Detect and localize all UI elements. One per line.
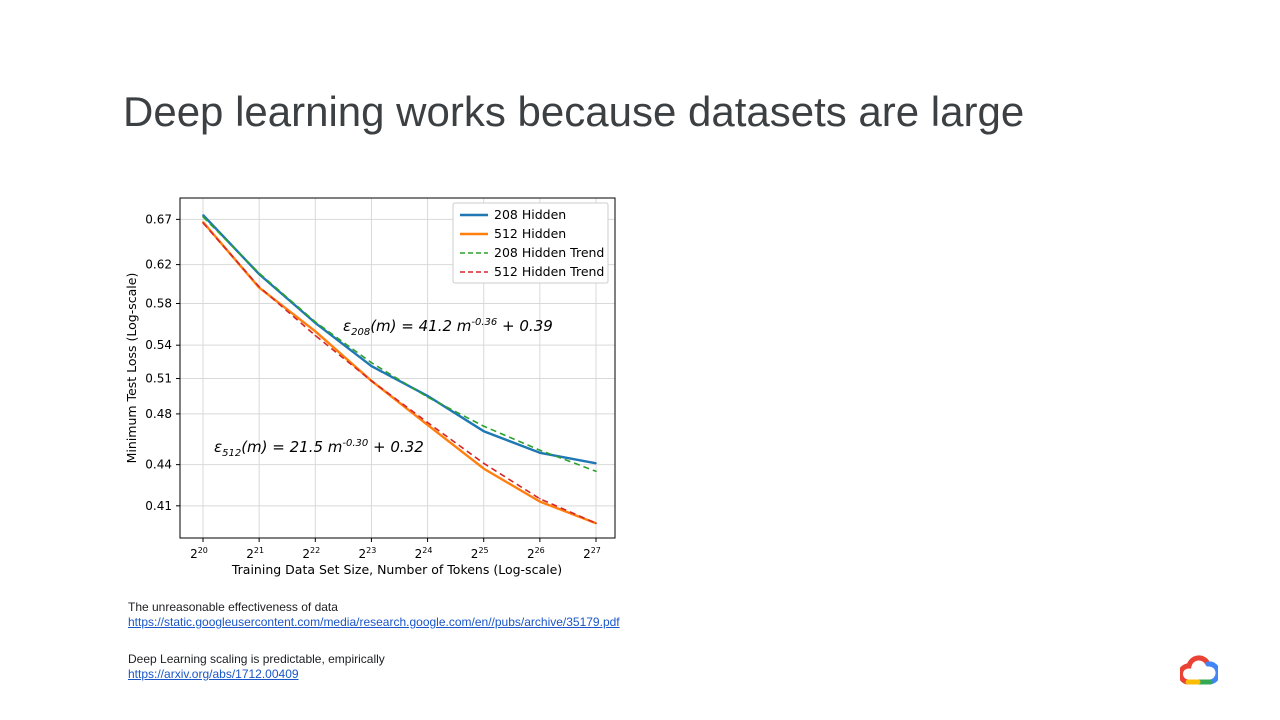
legend-label: 208 Hidden Trend [494,245,604,260]
data-point [595,522,597,524]
y-tick-label: 0.41 [145,499,172,513]
reference-1-title: The unreasonable effectiveness of data [128,600,338,614]
data-point [202,222,204,224]
data-point [426,395,429,397]
data-point [314,330,317,333]
legend-label: 512 Hidden Trend [494,264,604,279]
annotation-208: ε208(m) = 41.2 m-0.36 + 0.39 [343,317,553,338]
reference-2-title: Deep Learning scaling is predictable, em… [128,652,385,666]
reference-1-link[interactable]: https://static.googleusercontent.com/med… [128,615,620,629]
plot-frame [179,197,616,539]
legend-label: 208 Hidden [494,207,566,222]
data-point [539,452,541,454]
x-tick-label: 227 [583,546,601,561]
data-point [482,467,485,470]
data-point [370,361,373,364]
y-tick-label: 0.44 [145,458,172,472]
x-tick-label: 221 [246,546,264,561]
series-lines [202,214,597,525]
y-tick-label: 0.54 [145,338,172,352]
google-cloud-logo-icon [1180,655,1218,685]
y-tick-label: 0.58 [145,297,172,311]
grid-lines [180,198,615,538]
legend: 208 Hidden 512 Hidden 208 Hidden Trend 512 … [452,202,609,284]
loss-vs-dataset-size-chart: 0.410.440.480.510.540.580.620.67 220 221 2… [124,197,616,577]
legend-box [452,202,609,284]
legend-label: 512 Hidden [494,226,566,241]
data-point [370,365,373,367]
data-point [314,334,317,337]
y-tick-label: 0.67 [145,212,172,226]
data-point [482,462,485,465]
slide-title: Deep learning works because datasets are… [123,88,1025,135]
data-point [482,430,485,432]
y-tick-label: 0.62 [145,258,172,272]
data-point [539,497,541,500]
data-point [539,500,541,503]
x-tick-label: 225 [471,546,489,561]
data-point [370,380,373,382]
data-point [202,215,204,218]
data-point [426,421,429,424]
x-ticks: 220 221 222 223 224 225 226 227 [190,538,601,561]
references: The unreasonable effectiveness of data h… [128,600,620,682]
x-axis-label: Training Data Set Size, Number of Tokens… [231,562,562,577]
data-point [426,424,429,426]
reference-2-link[interactable]: https://arxiv.org/abs/1712.00409 [128,667,299,681]
data-point [314,321,317,323]
data-point [202,214,204,216]
y-tick-label: 0.51 [145,372,172,386]
x-tick-label: 220 [190,546,208,561]
y-tick-label: 0.48 [145,407,172,421]
data-point [595,462,597,465]
x-tick-label: 226 [527,546,545,561]
x-tick-label: 222 [302,546,320,561]
y-axis-label: Minimum Test Loss (Log-scale) [124,273,139,464]
data-point [258,285,260,288]
series-line-512-hidden [202,221,597,525]
data-point [595,470,597,473]
y-ticks: 0.41 0.44 0.48 0.51 0.54 0.58 0.62 0.67 [145,212,180,513]
x-tick-label: 223 [359,546,377,561]
series-line-208-hidden-trend [202,216,597,473]
data-point [539,449,541,452]
data-point [482,425,485,427]
x-tick-label: 224 [415,546,433,561]
annotation-512: ε512(m) = 21.5 m-0.30 + 0.32 [214,438,424,459]
data-point [426,396,429,398]
data-point [258,272,260,274]
